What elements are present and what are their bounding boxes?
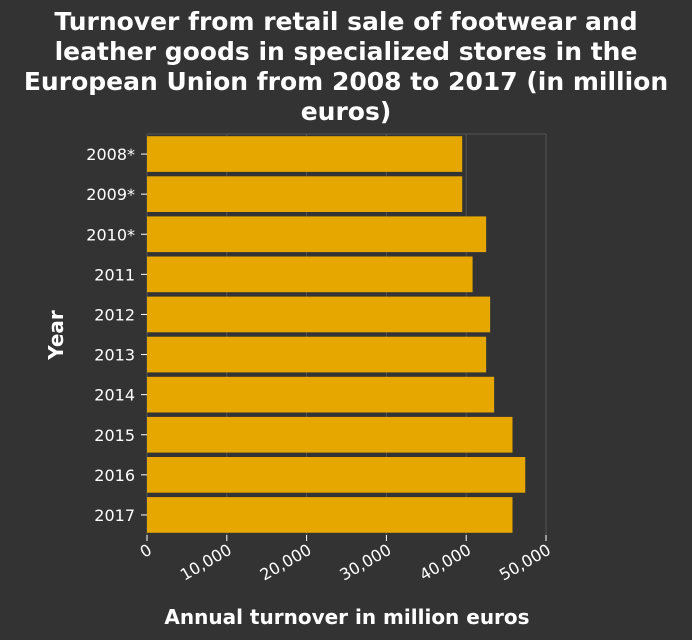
- y-tick-label: 2012: [94, 305, 135, 324]
- bar-2008-star: [147, 136, 463, 172]
- x-tick-label: 50,000: [496, 540, 554, 584]
- bar-2011: [147, 256, 473, 293]
- bar-2016: [147, 457, 526, 493]
- y-axis: 2008* 2009* 2010* 2011 2012 2013 2014 2015 2016 2…: [86, 145, 147, 525]
- y-tick-label: 2016: [94, 466, 135, 485]
- x-tick-label: 0: [137, 540, 155, 562]
- y-tick-label: 2011: [94, 265, 135, 284]
- y-tick-label: 2017: [94, 506, 135, 525]
- x-tick-label: 10,000: [177, 540, 235, 584]
- bar-2010-star: [147, 216, 487, 253]
- y-axis-title: Year: [44, 310, 68, 361]
- bar-2015: [147, 416, 513, 453]
- x-axis-title: Annual turnover in million euros: [164, 605, 529, 629]
- y-tick-label: 2010*: [86, 225, 135, 244]
- chart-title-line-2: leather goods in specialized stores in t…: [55, 37, 638, 66]
- y-tick-label: 2013: [94, 346, 135, 365]
- chart-title-line-4: euros): [301, 97, 392, 126]
- chart-title-line-1: Turnover from retail sale of footwear an…: [54, 7, 637, 36]
- y-tick-label: 2014: [94, 386, 135, 405]
- x-tick-label: 20,000: [257, 540, 315, 584]
- bar-2009-star: [147, 176, 463, 212]
- x-axis: 0 10,000 20,000 30,000 40,000 50,000: [137, 535, 554, 584]
- chart-title-line-3: European Union from 2008 to 2017 (in mil…: [24, 67, 668, 96]
- x-tick-label: 40,000: [416, 540, 474, 584]
- bar-2012: [147, 296, 491, 333]
- bar-2014: [147, 376, 495, 413]
- y-tick-label: 2008*: [86, 145, 135, 164]
- y-tick-label: 2009*: [86, 185, 135, 204]
- x-tick-label: 30,000: [336, 540, 394, 584]
- bars: [147, 136, 526, 533]
- bar-2017: [147, 497, 513, 533]
- y-tick-label: 2015: [94, 426, 135, 445]
- bar-2013: [147, 336, 487, 373]
